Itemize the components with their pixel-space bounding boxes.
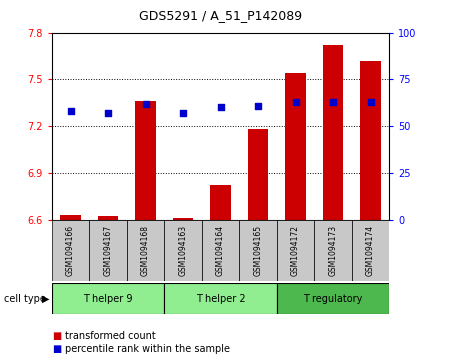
Bar — [89, 220, 127, 281]
Bar — [360, 61, 381, 220]
Bar — [202, 220, 239, 281]
Bar — [285, 73, 306, 220]
Text: transformed count: transformed count — [65, 331, 156, 341]
Bar — [164, 220, 202, 281]
Text: ■: ■ — [52, 344, 61, 354]
Bar — [60, 215, 81, 220]
Bar — [127, 220, 164, 281]
Text: GSM1094167: GSM1094167 — [104, 225, 112, 276]
Point — [104, 110, 112, 116]
Point — [329, 99, 337, 105]
Text: GSM1094166: GSM1094166 — [66, 225, 75, 276]
Bar — [135, 101, 156, 220]
Text: GSM1094168: GSM1094168 — [141, 225, 150, 276]
Point — [292, 99, 299, 105]
Point — [367, 99, 374, 105]
Bar — [323, 45, 343, 220]
Bar — [173, 218, 194, 220]
Text: GSM1094163: GSM1094163 — [179, 225, 188, 276]
Text: GDS5291 / A_51_P142089: GDS5291 / A_51_P142089 — [139, 9, 302, 22]
Point — [254, 103, 261, 109]
Bar — [52, 220, 89, 281]
Bar — [277, 220, 314, 281]
Bar — [164, 283, 277, 314]
Text: GSM1094164: GSM1094164 — [216, 225, 225, 276]
Text: percentile rank within the sample: percentile rank within the sample — [65, 344, 230, 354]
Text: cell type: cell type — [4, 294, 46, 303]
Point — [142, 101, 149, 107]
Bar — [239, 220, 277, 281]
Bar — [98, 216, 118, 220]
Text: T helper 9: T helper 9 — [83, 294, 133, 303]
Text: ■: ■ — [52, 331, 61, 341]
Bar — [314, 220, 352, 281]
Text: T helper 2: T helper 2 — [196, 294, 245, 303]
Bar — [248, 129, 268, 220]
Point — [180, 110, 187, 116]
Bar — [52, 283, 164, 314]
Text: GSM1094174: GSM1094174 — [366, 225, 375, 276]
Bar — [210, 185, 231, 220]
Text: T regulatory: T regulatory — [303, 294, 363, 303]
Text: GSM1094173: GSM1094173 — [328, 225, 338, 276]
Bar — [352, 220, 389, 281]
Text: GSM1094172: GSM1094172 — [291, 225, 300, 276]
Point — [217, 105, 224, 110]
Text: GSM1094165: GSM1094165 — [253, 225, 262, 276]
Bar — [277, 283, 389, 314]
Point — [67, 108, 74, 114]
Text: ▶: ▶ — [42, 294, 50, 303]
